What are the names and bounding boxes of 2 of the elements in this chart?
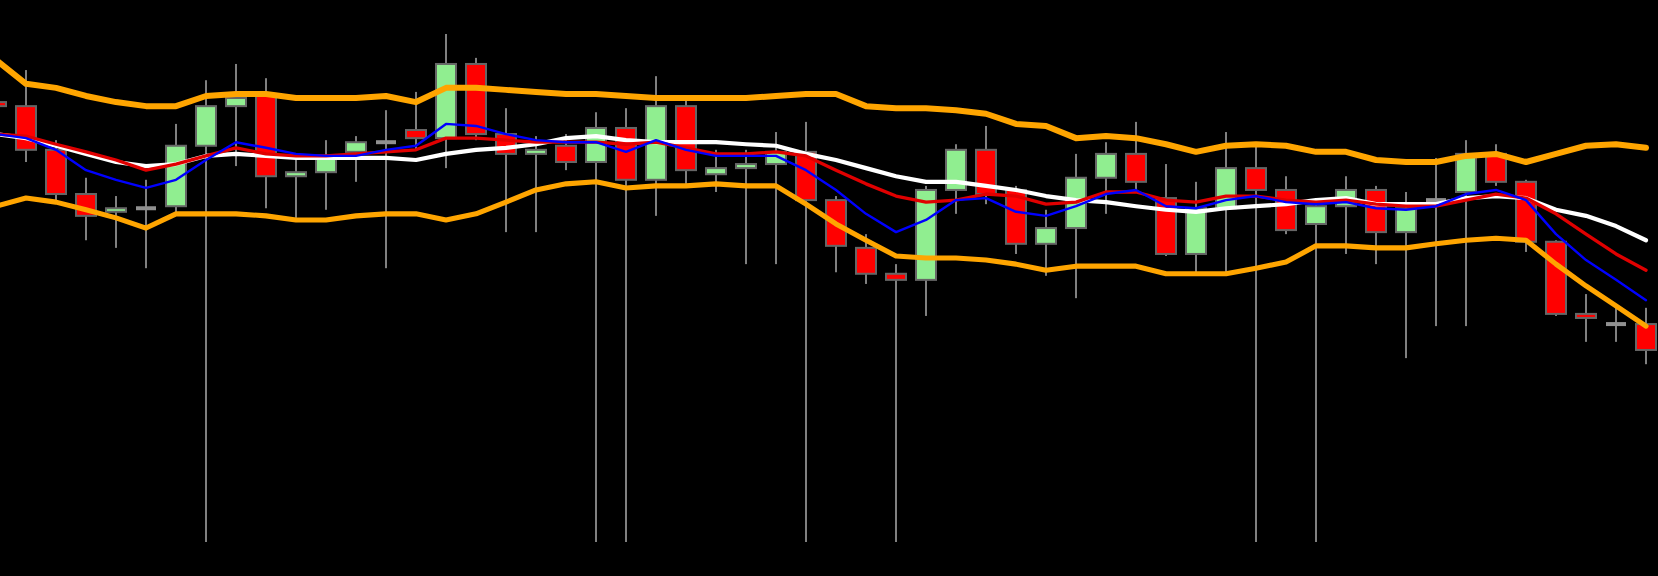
candlestick <box>1245 145 1267 542</box>
candlestick <box>885 264 907 542</box>
